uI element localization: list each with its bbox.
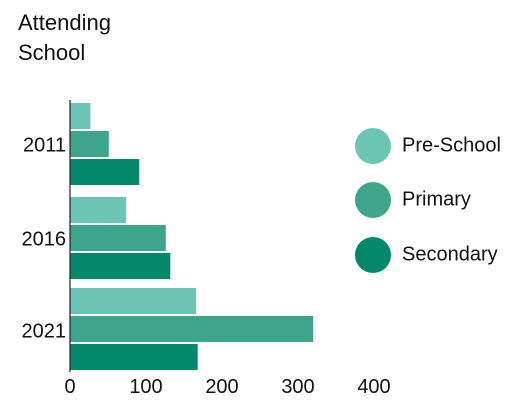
chart-title-line-1: Attending — [18, 10, 111, 35]
bar-2016-pre-school — [70, 197, 127, 223]
bars-group — [70, 103, 314, 370]
bar-2021-primary — [70, 316, 314, 342]
x-tick-label-100: 100 — [129, 376, 162, 398]
legend-swatch-secondary — [355, 237, 391, 273]
category-labels: 2011 2016 2021 — [22, 134, 67, 342]
bar-2016-secondary — [70, 253, 171, 279]
bar-2021-secondary — [70, 344, 198, 370]
category-label-2021: 2021 — [22, 320, 67, 342]
category-label-2016: 2016 — [22, 228, 67, 250]
bar-2011-secondary — [70, 159, 140, 185]
category-label-2011: 2011 — [23, 134, 66, 156]
chart-title-line-2: School — [18, 40, 85, 65]
x-tick-label-300: 300 — [281, 376, 314, 398]
x-tick-label-0: 0 — [64, 376, 75, 398]
legend-label-secondary: Secondary — [402, 243, 498, 265]
bar-2016-primary — [70, 225, 166, 251]
legend-label-primary: Primary — [402, 188, 471, 210]
x-tick-labels: 0 100 200 300 400 — [64, 376, 390, 398]
legend-label-pre-school: Pre-School — [402, 134, 501, 156]
legend-swatch-primary — [355, 182, 391, 218]
legend: Pre-School Primary Secondary — [355, 128, 501, 273]
bar-2011-pre-school — [70, 103, 91, 129]
x-tick-label-200: 200 — [205, 376, 238, 398]
x-tick-label-400: 400 — [357, 376, 390, 398]
bar-2011-primary — [70, 131, 109, 157]
legend-swatch-pre-school — [355, 128, 391, 164]
bar-2021-pre-school — [70, 288, 197, 314]
